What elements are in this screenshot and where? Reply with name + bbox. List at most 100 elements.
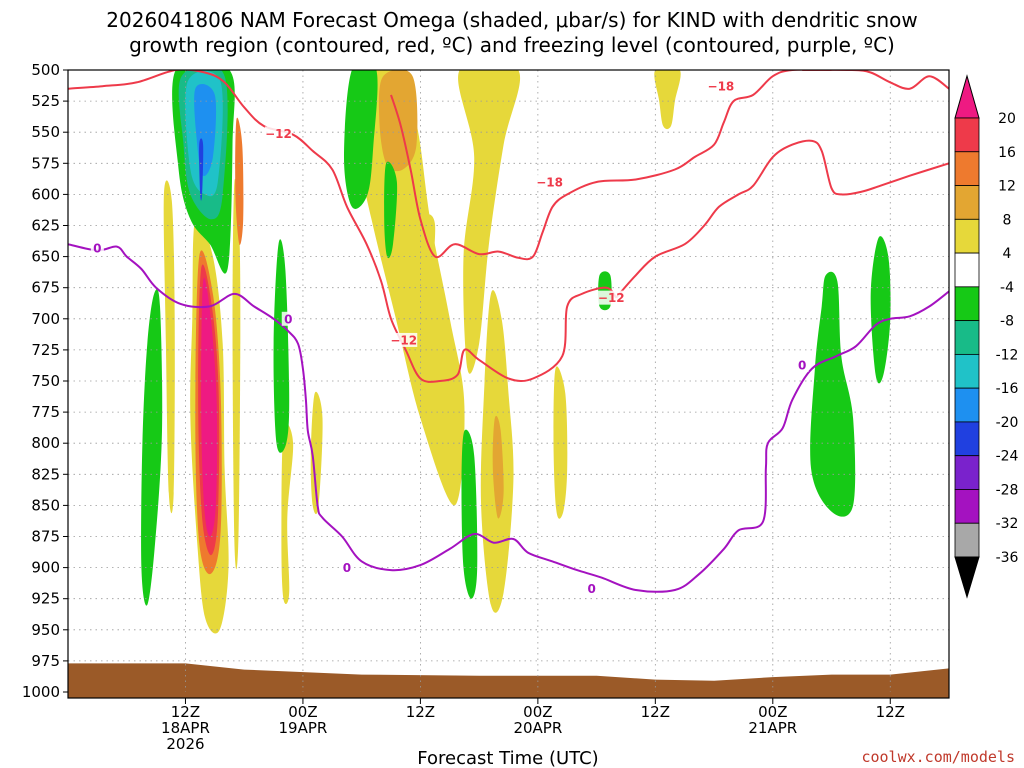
x-tick-label: 19APR: [279, 719, 328, 737]
omega-region-yellow-top-22: [654, 70, 681, 130]
x-tick-label: 20APR: [513, 719, 562, 737]
x-axis-title: Forecast Time (UTC): [417, 748, 598, 768]
y-tick-label: 550: [31, 123, 60, 141]
terrain-layer: [68, 663, 949, 698]
colorbar-label: -20: [996, 415, 1019, 431]
omega-region-darkblue-streak: [199, 138, 204, 201]
contour-minus12-left: [68, 70, 617, 383]
contour-zero-freezing: [68, 243, 949, 593]
colorbar-bin: [954, 151, 980, 186]
y-tick-label: 1000: [22, 683, 60, 701]
y-tick-label: 775: [31, 403, 60, 421]
y-tick-label: 975: [31, 652, 60, 670]
y-tick-label: 700: [31, 310, 60, 328]
y-tick-label: 600: [31, 185, 60, 203]
omega-region-green-20apr: [461, 429, 478, 599]
colorbar-label: -8: [1000, 314, 1014, 330]
colorbar-label: -12: [996, 347, 1019, 363]
terrain-fill: [68, 663, 949, 698]
contour-label-bg: [795, 357, 809, 372]
omega-shading: [141, 70, 891, 634]
omega-region-magenta-spike: [201, 277, 218, 537]
y-tick-label: 900: [31, 559, 60, 577]
contour-label: −18: [536, 175, 563, 189]
colorbar-bin: [954, 522, 980, 558]
contour-label: 0: [588, 582, 596, 596]
colorbar-bin: [954, 117, 980, 153]
omega-region-yellow-thin-mid: [424, 214, 436, 297]
contour-label-bg: [585, 581, 599, 596]
contours: [68, 70, 949, 593]
colorbar-label: -16: [996, 381, 1019, 397]
colorbar-bin: [954, 421, 980, 457]
omega-region-green-right-col-b: [870, 236, 891, 384]
contour-label: −12: [390, 333, 417, 347]
colorbar-bin: [954, 353, 980, 389]
contour-label: 0: [93, 241, 101, 255]
contour-minus12-upper: [390, 70, 832, 261]
y-axis: 500 525 550 575 600 625 650 675 700 725 750 775 800 8…: [22, 61, 68, 701]
colorbar-bin: [954, 252, 980, 288]
omega-region-orange-upper-spike: [235, 117, 244, 245]
contour-label: −12: [598, 291, 625, 305]
y-tick-label: 500: [31, 61, 60, 79]
omega-region-green-left-col: [141, 289, 163, 606]
colorbar-label: 4: [1003, 246, 1012, 262]
colorbar-bottom-arrow: [954, 556, 980, 599]
omega-region-yellow-col-20apr-b: [553, 366, 568, 519]
y-tick-label: 675: [31, 279, 60, 297]
colorbar-label: 12: [998, 179, 1016, 195]
x-tick-label: 00Z: [758, 703, 787, 721]
y-tick-label: 850: [31, 496, 60, 514]
y-tick-label: 950: [31, 621, 60, 639]
contour-label-bg: [90, 240, 104, 255]
contour-label: 0: [343, 561, 351, 575]
colorbar-bin: [954, 218, 980, 254]
contour-label: −18: [708, 80, 735, 94]
colorbar-label: -36: [996, 550, 1019, 566]
omega-region-yellow-rise-2: [458, 70, 521, 374]
y-tick-label: 825: [31, 465, 60, 483]
contour-minus12-right: [615, 139, 949, 299]
contour-label-bg: [281, 311, 295, 326]
omega-region-green-upper-19apr-b: [384, 161, 398, 259]
contour-minus18-right: [802, 70, 949, 90]
omega-region-green-19apr: [273, 239, 290, 453]
title-line-1: 2026041806 NAM Forecast Omega (shaded, μ…: [106, 8, 917, 32]
title-line-2: growth region (contoured, red, ºC) and f…: [129, 33, 895, 57]
omega-region-green-right-col: [810, 271, 856, 517]
omega-region-yellow-19apr: [281, 423, 294, 604]
grid: [68, 70, 949, 692]
omega-region-yellow-19apr-b: [310, 391, 323, 515]
colorbar-bin: [954, 455, 980, 490]
x-tick-label: 18APR: [161, 719, 210, 737]
plot-frame: [67, 69, 950, 699]
colorbar-bin: [954, 185, 980, 220]
colorbar-label: -28: [996, 482, 1019, 498]
y-tick-label: 875: [31, 528, 60, 546]
y-tick-label: 750: [31, 372, 60, 390]
y-tick-label: 650: [31, 248, 60, 266]
y-tick-label: 925: [31, 590, 60, 608]
contour-label: −12: [265, 127, 292, 141]
contour-labels: 0 0 0 0 0 −12 −18 −12 −12 −18: [90, 79, 809, 596]
colorbar-label: 20: [998, 111, 1016, 127]
omega-region-yellow-left-thin: [163, 180, 175, 514]
x-tick-label: 2026: [166, 735, 204, 753]
omega-region-orange-col-20apr: [492, 415, 504, 519]
y-tick-label: 800: [31, 434, 60, 452]
credit-text: coolwx.com/models: [861, 748, 1015, 766]
colorbar-label: 8: [1003, 212, 1012, 228]
colorbar-label: 16: [998, 145, 1016, 161]
x-tick-label: 21APR: [748, 719, 797, 737]
y-tick-label: 625: [31, 217, 60, 235]
contour-label-bg: [390, 332, 418, 347]
colorbar-top-arrow: [954, 74, 980, 119]
colorbar-label: -24: [996, 449, 1019, 465]
x-tick-label: 12Z: [641, 703, 670, 721]
colorbar-bin: [954, 489, 980, 524]
x-tick-label: 00Z: [288, 703, 317, 721]
x-tick-label: 00Z: [523, 703, 552, 721]
